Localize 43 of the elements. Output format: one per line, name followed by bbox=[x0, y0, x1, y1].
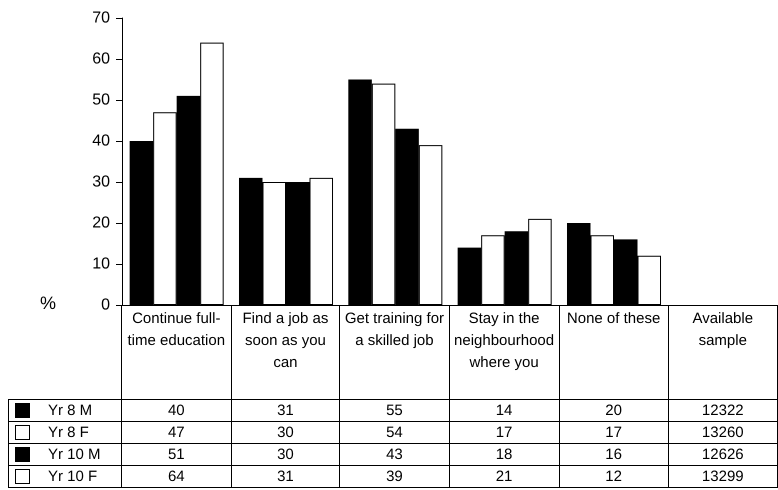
legend-label: Yr 10 M bbox=[8, 444, 122, 466]
data-label: 17 bbox=[449, 422, 560, 444]
text: 12322 bbox=[702, 402, 744, 418]
data-label: 64 bbox=[122, 466, 232, 488]
data-label: 31 bbox=[231, 400, 340, 422]
y-tick-label: 0 bbox=[101, 296, 110, 314]
data-label: 12 bbox=[559, 466, 668, 488]
data-label: 20 bbox=[559, 400, 668, 422]
data-label: 18 bbox=[449, 444, 560, 466]
data-label: 39 bbox=[340, 466, 449, 488]
legend-label: Yr 8 M bbox=[8, 400, 122, 422]
data-label: 43 bbox=[340, 444, 449, 466]
y-axis-title: % bbox=[40, 293, 56, 314]
data-label: 40 bbox=[122, 400, 232, 422]
legend-label: Yr 10 F bbox=[8, 466, 122, 488]
data-label: 21 bbox=[449, 466, 560, 488]
data-label: 30 bbox=[231, 422, 340, 444]
text: 12626 bbox=[702, 446, 744, 462]
x-tick-label: Available sample bbox=[668, 305, 778, 400]
data-label: 54 bbox=[340, 422, 449, 444]
y-tick-label: 50 bbox=[92, 92, 110, 108]
x-tick-label: Continue full-time education bbox=[122, 305, 232, 400]
data-label: 55 bbox=[340, 400, 449, 422]
data-label: 47 bbox=[122, 422, 232, 444]
data-label: 31 bbox=[231, 466, 340, 488]
data-label: 16 bbox=[559, 444, 668, 466]
x-tick-label: Get training for a skilled job bbox=[340, 305, 449, 400]
y-tick-label: 20 bbox=[92, 214, 110, 232]
y-tick-label: 40 bbox=[92, 132, 110, 150]
y-tick-label: 10 bbox=[92, 256, 110, 272]
x-tick-label: Find a job as soon as you can bbox=[231, 305, 340, 400]
text: 13299 bbox=[702, 468, 744, 484]
data-label: 17 bbox=[559, 422, 668, 444]
data-label: 14 bbox=[449, 400, 560, 422]
y-tick-label: 30 bbox=[92, 174, 110, 190]
x-tick-label: None of these bbox=[559, 305, 668, 400]
legend-label: Yr 8 F bbox=[8, 422, 122, 444]
y-tick-label: 70 bbox=[92, 10, 110, 26]
x-tick-label: Stay in the neighbourhood where you bbox=[449, 305, 560, 400]
data-label: 30 bbox=[231, 444, 340, 466]
text: 13260 bbox=[702, 424, 744, 440]
y-tick-label: 60 bbox=[92, 50, 110, 68]
data-label: 51 bbox=[122, 444, 232, 466]
